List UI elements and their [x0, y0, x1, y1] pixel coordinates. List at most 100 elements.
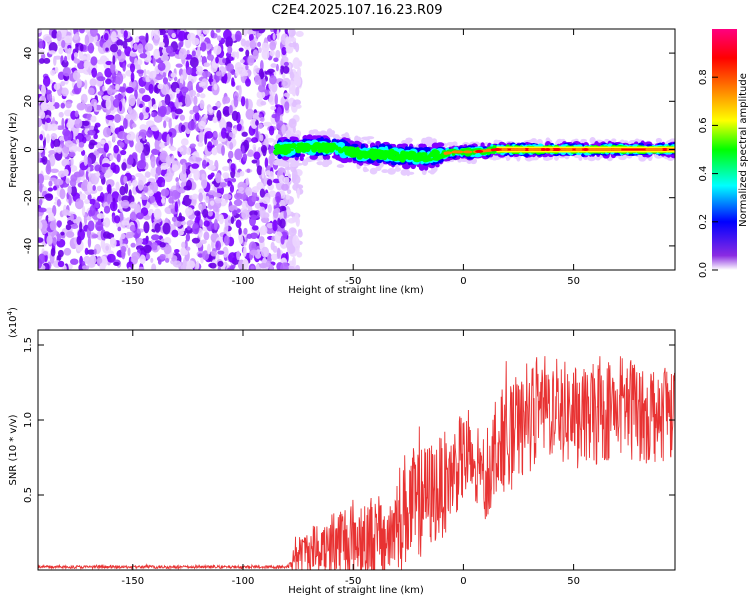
noise-blob: [73, 33, 79, 41]
noise-blob: [159, 41, 165, 48]
noise-blob: [210, 250, 217, 257]
noise-blob: [135, 172, 144, 178]
noise-blob: [119, 236, 123, 247]
noise-blob: [238, 186, 244, 192]
signal-blob: [421, 137, 428, 145]
noise-blob: [120, 149, 127, 156]
noise-blob: [109, 237, 117, 248]
noise-blob: [51, 29, 58, 39]
noise-blob: [88, 142, 95, 150]
noise-blob: [213, 131, 218, 138]
noise-blob: [171, 229, 179, 238]
signal-blob: [394, 151, 400, 156]
noise-blob: [121, 162, 127, 171]
noise-blob: [215, 172, 222, 184]
signal-blob: [382, 154, 388, 161]
noise-blob: [87, 193, 92, 201]
noise-blob: [184, 94, 191, 107]
noise-blob: [42, 75, 51, 87]
noise-blob: [116, 39, 124, 47]
signal-peak: [553, 148, 561, 151]
noise-blob: [51, 95, 56, 105]
noise-blob: [272, 178, 281, 184]
noise-blob: [77, 228, 86, 241]
noise-blob: [179, 114, 186, 121]
noise-blob: [264, 70, 273, 75]
noise-blob: [198, 192, 204, 203]
noise-blob: [296, 66, 302, 79]
noise-blob: [160, 54, 170, 62]
noise-blob: [268, 125, 275, 136]
noise-blob: [49, 154, 56, 167]
noise-blob: [109, 201, 118, 212]
noise-blob: [193, 95, 198, 106]
noise-blob: [48, 150, 57, 155]
signal-blob: [420, 157, 427, 162]
noise-blob: [48, 50, 56, 55]
colorbar: [712, 29, 737, 270]
noise-blob: [212, 204, 219, 212]
noise-blob: [217, 250, 225, 255]
noise-blob: [126, 231, 135, 237]
noise-blob: [96, 59, 106, 65]
noise-blob: [228, 205, 238, 212]
noise-blob: [102, 85, 106, 92]
noise-blob: [286, 93, 290, 99]
noise-blob: [145, 32, 149, 44]
noise-blob: [50, 247, 56, 257]
noise-blob: [283, 56, 289, 64]
noise-blob: [43, 57, 51, 64]
noise-blob: [152, 34, 160, 46]
noise-blob: [282, 77, 291, 89]
signal-peak: [518, 148, 526, 151]
noise-blob: [169, 146, 177, 151]
noise-blob: [227, 71, 232, 80]
noise-blob: [253, 151, 261, 160]
noise-blob: [245, 49, 250, 57]
noise-blob: [247, 55, 255, 66]
noise-blob: [171, 109, 176, 120]
noise-blob: [129, 52, 138, 57]
colorbar-label: Normalized spectral amplitude: [738, 73, 749, 227]
noise-blob: [259, 188, 266, 198]
noise-blob: [61, 87, 69, 97]
noise-blob: [248, 29, 253, 35]
noise-blob: [242, 258, 249, 270]
signal-peak: [501, 148, 508, 151]
noise-blob: [194, 263, 198, 270]
noise-blob: [105, 78, 112, 85]
noise-blob: [49, 123, 59, 131]
noise-blob: [93, 202, 101, 209]
noise-blob: [126, 156, 134, 166]
bottom-y-tick-label: 1.0: [23, 412, 34, 428]
noise-blob: [292, 57, 301, 70]
noise-blob: [57, 170, 66, 178]
noise-blob: [236, 123, 242, 132]
noise-blob: [46, 105, 56, 111]
noise-blob: [212, 138, 219, 147]
noise-blob: [137, 179, 144, 191]
noise-blob: [59, 188, 66, 200]
signal-peak: [485, 148, 490, 152]
noise-blob: [271, 82, 278, 93]
noise-blob: [258, 113, 263, 118]
noise-blob: [214, 159, 219, 172]
noise-blob: [256, 157, 260, 168]
noise-blob: [129, 139, 134, 148]
noise-blob: [73, 52, 79, 58]
noise-blob: [106, 184, 111, 193]
signal-blob: [295, 147, 303, 154]
noise-blob: [231, 51, 238, 58]
noise-blob: [249, 249, 258, 256]
noise-blob: [58, 111, 64, 118]
noise-blob: [123, 117, 128, 130]
noise-blob: [87, 181, 93, 193]
noise-blob: [291, 30, 296, 37]
noise-blob: [87, 236, 92, 248]
noise-blob: [126, 261, 134, 270]
noise-blob: [186, 147, 192, 156]
signal-blob: [357, 150, 363, 157]
noise-blob: [153, 48, 160, 60]
noise-blob: [39, 111, 46, 119]
noise-blob: [89, 29, 98, 37]
